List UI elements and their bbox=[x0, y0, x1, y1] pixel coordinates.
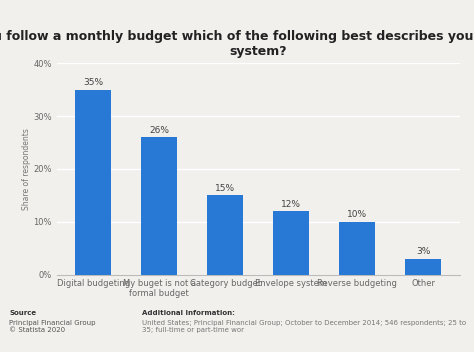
Text: 10%: 10% bbox=[347, 210, 367, 219]
Bar bbox=[207, 195, 244, 275]
Text: United States; Principal Financial Group; October to December 2014; 546 responde: United States; Principal Financial Group… bbox=[142, 320, 466, 333]
Bar bbox=[405, 259, 441, 275]
Y-axis label: Share of respondents: Share of respondents bbox=[22, 128, 31, 210]
Text: Source: Source bbox=[9, 310, 36, 316]
Text: 35%: 35% bbox=[83, 78, 103, 87]
Bar bbox=[273, 211, 310, 275]
Title: If you follow a monthly budget which of the following best describes your budget: If you follow a monthly budget which of … bbox=[0, 30, 474, 58]
Text: 15%: 15% bbox=[215, 184, 236, 193]
Text: 26%: 26% bbox=[149, 126, 169, 134]
Bar bbox=[141, 137, 177, 275]
Text: 12%: 12% bbox=[282, 200, 301, 208]
Bar bbox=[339, 222, 375, 275]
Text: 3%: 3% bbox=[416, 247, 430, 256]
Text: Principal Financial Group
© Statista 2020: Principal Financial Group © Statista 202… bbox=[9, 320, 96, 333]
Bar bbox=[75, 90, 111, 275]
Text: Additional Information:: Additional Information: bbox=[142, 310, 235, 316]
